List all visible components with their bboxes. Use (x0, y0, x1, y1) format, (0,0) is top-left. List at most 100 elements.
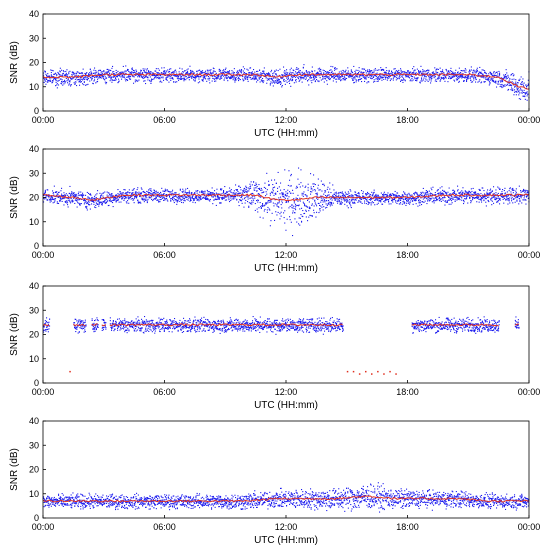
snr-point (242, 192, 244, 194)
snr-point (89, 204, 91, 206)
snr-point (503, 195, 505, 197)
snr-point (154, 190, 156, 192)
snr-point (505, 78, 507, 80)
snr-point (116, 72, 118, 74)
snr-point (197, 190, 199, 192)
snr-point (351, 77, 353, 79)
snr-point (527, 83, 529, 85)
snr-point (416, 198, 418, 200)
snr-point (233, 192, 235, 194)
snr-point (176, 75, 178, 77)
snr-point (95, 75, 97, 77)
snr-point (65, 193, 67, 195)
snr-point (347, 72, 349, 74)
snr-point (506, 83, 508, 85)
snr-point (327, 186, 329, 188)
snr-point (166, 194, 168, 196)
snr-point (247, 201, 249, 203)
snr-point (193, 199, 195, 201)
snr-point (450, 193, 452, 195)
snr-point (43, 81, 45, 83)
snr-point (358, 79, 360, 81)
snr-point (172, 199, 174, 201)
snr-point (300, 169, 302, 171)
snr-point (65, 72, 67, 74)
snr-point (495, 189, 497, 191)
snr-point (420, 80, 422, 82)
snr-point (358, 71, 360, 73)
snr-point (526, 95, 528, 97)
snr-point (494, 72, 496, 74)
snr-point (94, 77, 96, 79)
snr-point (304, 75, 306, 77)
snr-point (284, 193, 286, 195)
snr-point (123, 73, 125, 75)
snr-point (497, 196, 499, 198)
snr-point (154, 70, 156, 72)
snr-point (202, 197, 204, 199)
x-tick-label: 12:00 (275, 115, 298, 125)
snr-point (281, 192, 283, 194)
snr-point (351, 198, 353, 200)
snr-point (197, 76, 199, 78)
snr-point (281, 200, 283, 202)
snr-point (345, 72, 347, 74)
snr-point (393, 198, 395, 200)
snr-point (292, 79, 294, 81)
snr-point (176, 196, 178, 198)
snr-point (360, 74, 362, 76)
snr-point (87, 78, 89, 80)
snr-point (74, 195, 76, 197)
snr-point (482, 73, 484, 75)
snr-point (509, 187, 511, 189)
snr-point (455, 78, 457, 80)
snr-point (340, 73, 342, 75)
snr-point (317, 184, 319, 186)
snr-point (73, 194, 75, 196)
snr-point (409, 203, 411, 205)
snr-point (300, 214, 302, 216)
snr-point (267, 206, 269, 208)
snr-point (163, 72, 165, 74)
snr-point (199, 69, 201, 71)
snr-point (399, 203, 401, 205)
snr-point (479, 189, 481, 191)
snr-point (112, 76, 114, 78)
snr-point (376, 198, 378, 200)
snr-point (217, 77, 219, 79)
snr-point (254, 75, 256, 77)
snr-point (418, 195, 420, 197)
snr-point (485, 195, 487, 197)
snr-point (229, 76, 231, 78)
snr-point (343, 78, 345, 80)
snr-point (331, 202, 333, 204)
snr-point (427, 197, 429, 199)
snr-point (339, 203, 341, 205)
snr-point (411, 72, 413, 74)
snr-point (496, 195, 498, 197)
snr-point (62, 84, 64, 86)
snr-point (281, 194, 283, 196)
snr-point (278, 79, 280, 81)
snr-point (330, 203, 332, 205)
snr-point (239, 200, 241, 202)
snr-point (244, 202, 246, 204)
snr-point (386, 77, 388, 79)
snr-point (116, 194, 118, 196)
snr-point (296, 68, 298, 70)
snr-point (227, 72, 229, 74)
snr-point (508, 197, 510, 199)
snr-point (387, 78, 389, 80)
snr-point (134, 197, 136, 199)
snr-point (133, 202, 135, 204)
snr-point (215, 204, 217, 206)
snr-point (386, 194, 388, 196)
snr-point (43, 329, 45, 331)
snr-point (226, 74, 228, 76)
snr-point (245, 78, 247, 80)
snr-point (243, 72, 245, 74)
snr-point (478, 193, 480, 195)
snr-point (449, 199, 451, 201)
snr-point (49, 80, 51, 82)
snr-point (455, 75, 457, 77)
